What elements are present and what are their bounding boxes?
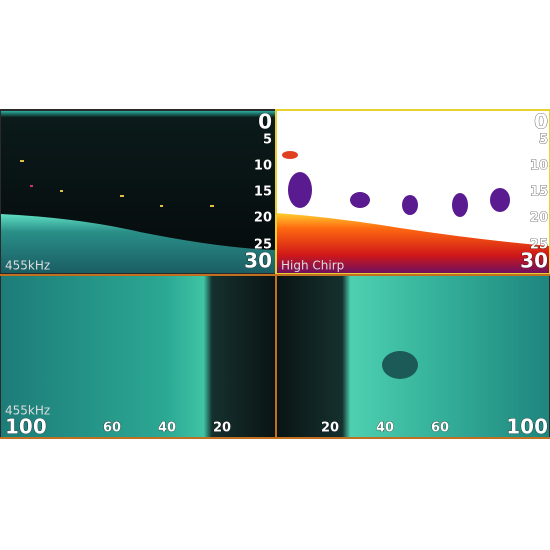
depth-label: 15 xyxy=(530,185,548,200)
frequency-label: 455kHz xyxy=(5,259,50,273)
depth-label: 5 xyxy=(263,133,272,148)
fish-echoes xyxy=(20,160,214,207)
frequency-label: High Chirp xyxy=(281,259,344,273)
bottom-echo xyxy=(1,214,275,273)
depth-label: 30 xyxy=(520,249,548,273)
depth-label: 5 xyxy=(539,133,548,148)
range-label: 20 xyxy=(213,421,231,436)
range-label: 100 xyxy=(5,415,47,439)
range-label: 60 xyxy=(431,421,449,436)
depth-label: 20 xyxy=(254,211,272,226)
range-label: 40 xyxy=(376,421,394,436)
frequency-label: 455kHz xyxy=(5,404,50,418)
depth-label: 10 xyxy=(254,159,272,174)
sonar-panel xyxy=(1,276,275,437)
depth-label: 0 xyxy=(258,110,272,134)
range-label: 20 xyxy=(321,421,339,436)
range-label: 100 xyxy=(506,415,548,439)
depth-label: 20 xyxy=(530,211,548,226)
depth-label: 30 xyxy=(244,249,272,273)
fish-echoes xyxy=(282,151,510,217)
depth-label: 10 xyxy=(530,159,548,174)
depth-label: 25 xyxy=(530,238,548,253)
depth-label: 15 xyxy=(254,185,272,200)
divider xyxy=(275,274,277,439)
bottom-echo xyxy=(277,213,549,273)
range-label: 60 xyxy=(103,421,121,436)
structure xyxy=(382,351,418,379)
divider xyxy=(0,437,550,439)
depth-label: 25 xyxy=(254,238,272,253)
range-label: 40 xyxy=(158,421,176,436)
depth-label: 0 xyxy=(534,110,548,134)
